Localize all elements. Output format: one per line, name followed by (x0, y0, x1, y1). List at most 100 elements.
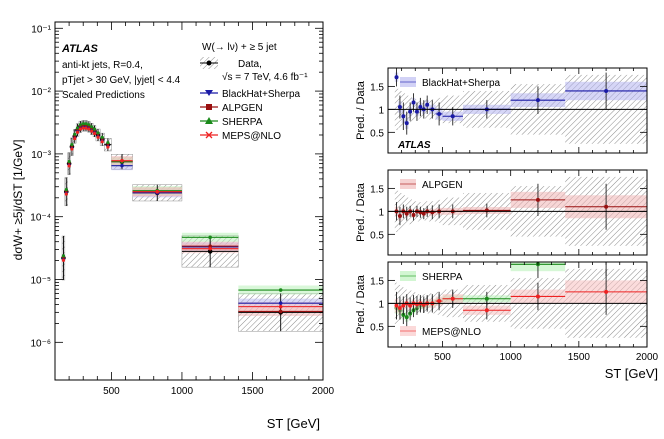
ratio-x-axis-label: ST [GeV] (605, 366, 658, 381)
main-y-tick-label: 10⁻⁴ (30, 213, 51, 224)
ratio-x-ticks: 500 1000 1500 2000 (434, 352, 658, 363)
ratio-legend-label-sherpa: SHERPA (422, 272, 463, 283)
main-data-point (207, 249, 213, 254)
main-pred-marker-meps (208, 246, 212, 251)
ratio-y-axis-label: Pred. / Data (355, 182, 367, 242)
legend-data-marker (206, 60, 212, 66)
ratio-y-tick-label: 1 (378, 299, 384, 310)
ratio-y-tick-label: 1 (378, 207, 384, 218)
main-y-tick-label: 10⁻² (31, 87, 51, 98)
main-pred-point-sherpa (90, 125, 94, 129)
main-pred-point-meps (87, 127, 91, 131)
ratio-legend-swatch-blackhat (400, 77, 416, 87)
main-pred-point-sherpa (106, 141, 110, 145)
main-plot-frame (54, 21, 324, 381)
ratio-pred-marker-alpgen (535, 197, 540, 202)
legend-entry-alpgen: ALPGEN (200, 103, 263, 114)
ratio-pred-marker-blackhat (397, 105, 402, 110)
legend-entry-sherpa: SHERPA (200, 117, 263, 128)
main-pred-point-sherpa (84, 122, 88, 126)
ratio-panel-frame (387, 169, 648, 256)
ratio-pred-marker-blackhat (401, 114, 406, 119)
svg-text:ALPGEN: ALPGEN (222, 103, 263, 114)
main-prediction-marks (61, 122, 323, 314)
ratio-x-tick-label: 1500 (568, 352, 591, 363)
main-x-ticks: 500 1000 1500 2000 (68, 22, 335, 397)
main-pred-marker-alpgen (278, 309, 283, 314)
ratio-y-tick-label: 0.5 (370, 230, 384, 241)
ratio-legend-swatch-sherpa (400, 271, 416, 281)
ratio-panel-frame (387, 261, 648, 348)
main-pred-marker-meps (278, 304, 283, 309)
main-pred-point-meps (81, 126, 85, 130)
down-triangle-icon (205, 90, 213, 96)
main-x-tick-label: 500 (103, 386, 120, 397)
ratio-pred-marker-alpgen (604, 204, 609, 209)
main-legend: W(→ lν) + ≥ 5 jet Data, √s = 7 TeV, 4.6 … (200, 42, 308, 142)
main-pred-point-meps (67, 164, 71, 168)
ratio-pred-marker-alpgen (404, 211, 409, 216)
svg-text:MEPS@NLO: MEPS@NLO (222, 131, 281, 142)
ratio-x-tick-label: 1000 (500, 352, 523, 363)
cross-icon (205, 131, 213, 139)
ratio-x-tick-label: 2000 (636, 352, 659, 363)
svg-text:BlackHat+Sherpa: BlackHat+Sherpa (222, 89, 301, 100)
main-pred-point-sherpa (100, 135, 104, 139)
ratio-pred-marker-meps (450, 296, 455, 301)
ratio-y-axis-label: Pred. / Data (355, 274, 367, 334)
ratio-y-tick-label: 1.5 (370, 184, 384, 195)
main-pred-point-meps (78, 127, 82, 131)
ratio-pred-marker-meps (437, 299, 442, 304)
ratio-pred-marker-sherpa (484, 296, 489, 301)
ratio-pred-marker-meps (604, 289, 609, 294)
main-y-tick-label: 10⁻¹ (31, 24, 51, 35)
main-pred-marker-sherpa (278, 288, 283, 292)
ratio-legend-swatch-alpgen (400, 179, 416, 189)
main-y-tick-label: 10⁻⁵ (30, 276, 51, 287)
svg-text:SHERPA: SHERPA (222, 117, 263, 128)
ratio-y-axis-label: Pred. / Data (355, 80, 367, 140)
ratio-pred-marker-blackhat (604, 88, 609, 93)
main-pred-point-meps (84, 126, 88, 130)
main-pred-point-sherpa (78, 123, 82, 127)
main-pred-point-sherpa (73, 132, 77, 136)
main-pred-point-meps (73, 137, 77, 141)
ratio-pred-marker-blackhat (394, 75, 399, 80)
main-pred-point-sherpa (70, 143, 74, 147)
main-x-axis-label: ST [GeV] (267, 416, 320, 431)
ratio-pred-marker-blackhat (535, 98, 540, 103)
ratio-pred-marker-meps (408, 303, 413, 308)
main-pred-marker-meps (155, 189, 160, 194)
main-y-axis-label: dσW+ ≥5j/dST [1/GeV] (11, 140, 25, 261)
ratio-pred-marker-blackhat (437, 111, 442, 116)
main-pred-marker-sherpa (208, 235, 212, 240)
ratio-pred-marker-sherpa (404, 315, 409, 320)
main-y-tick-label: 10⁻³ (31, 150, 51, 161)
main-pred-point-meps (92, 131, 97, 136)
ratio-pred-marker-blackhat (404, 121, 409, 126)
main-uncertainty-bands (61, 120, 324, 332)
ratio-atlas-label: ATLAS (397, 140, 431, 151)
main-pred-point-sherpa (92, 127, 97, 131)
main-pred-point-sherpa (87, 123, 91, 127)
main-x-tick-label: 2000 (312, 386, 335, 397)
ratio-y-tick-label: 0.5 (370, 128, 384, 139)
up-triangle-icon (205, 117, 213, 124)
main-atlas-label: ATLAS (61, 43, 99, 55)
legend-entry-meps: MEPS@NLO (200, 131, 281, 142)
main-pred-point-sherpa (75, 126, 80, 130)
ratio-pred-marker-blackhat (418, 105, 423, 110)
main-pred-marker-meps (120, 158, 124, 163)
ratio-pred-marker-meps (394, 303, 399, 308)
ratio-pred-marker-blackhat (450, 114, 455, 119)
ratio-y-tick-label: 1.5 (370, 276, 384, 287)
ratio-pred-marker-meps (484, 308, 489, 313)
main-pred-point-meps (61, 258, 66, 262)
ratio-pred-marker-blackhat (414, 109, 419, 114)
main-info-line-1: anti-kt jets, R=0.4, (62, 60, 143, 71)
main-pred-point-meps (75, 130, 80, 134)
